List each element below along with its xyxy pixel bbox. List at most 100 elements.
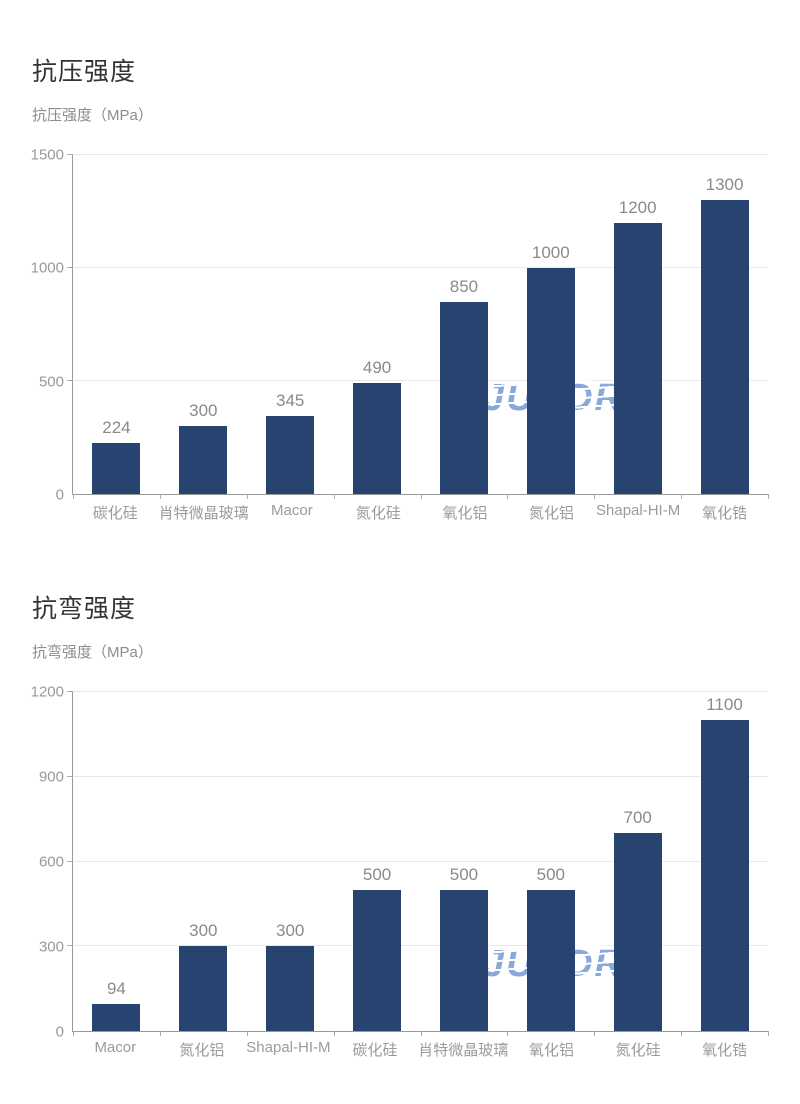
bar xyxy=(613,222,662,494)
x-tick-mark xyxy=(246,1031,248,1036)
chart-row: 050010001500JUNDRO2243003454908501000120… xyxy=(30,147,769,504)
bar-column: 345 xyxy=(247,155,334,494)
gridline xyxy=(73,380,768,381)
y-tick-label: 500 xyxy=(38,373,64,391)
gridline xyxy=(73,154,768,155)
bar-column: 850 xyxy=(421,155,508,494)
y-tick-label: 1500 xyxy=(30,146,64,164)
bar xyxy=(526,268,575,494)
bar-value-label: 1300 xyxy=(705,175,744,195)
bar-value-label: 224 xyxy=(102,418,131,438)
x-labels-spacer xyxy=(32,1039,72,1060)
bar-value-label: 850 xyxy=(449,276,479,296)
bars-layer: 224 300 345 490 850 1000 1200 1300 xyxy=(73,155,768,494)
gridline xyxy=(73,267,768,268)
x-labels-track: 碳化硅 肖特微晶玻璃 Macor 氮化硅 氧化铝 氮化铝 Shapal-HI-M 氧化锆 xyxy=(72,502,768,523)
x-category-label: Shapal-HI-M xyxy=(246,1039,331,1056)
x-category-label: 肖特微晶玻璃 xyxy=(158,505,249,522)
chart-subtitle: 抗压强度（MPa） xyxy=(32,107,153,124)
x-tick-mark xyxy=(507,1031,509,1036)
bar-column: 1000 xyxy=(507,155,594,494)
bar xyxy=(353,889,402,1031)
x-axis-labels: Macor 氮化铝 Shapal-HI-M 碳化硅 肖特微晶玻璃 氧化铝 氮化硅 氧化锆 xyxy=(32,1039,768,1060)
x-tick-mark xyxy=(420,494,422,499)
bar xyxy=(179,946,228,1031)
y-tick-mark xyxy=(67,267,73,268)
bar-value-label: 500 xyxy=(362,864,392,884)
y-tick-mark xyxy=(67,775,73,777)
x-tick-mark xyxy=(73,1031,74,1036)
y-tick-mark xyxy=(67,380,73,381)
bar xyxy=(179,426,228,494)
x-category-label: 氮化铝 xyxy=(529,505,575,522)
bar-column: 500 xyxy=(507,692,594,1031)
gridline xyxy=(73,860,768,862)
chart-row: 03006009001200JUNDRO94300300500500500700… xyxy=(31,684,769,1041)
x-tick-mark xyxy=(594,494,596,499)
x-category-label: Macor xyxy=(271,502,313,519)
gridline xyxy=(73,775,768,777)
gridline xyxy=(73,691,768,692)
bar-column: 1200 xyxy=(594,155,681,494)
x-category-label: 氧化锆 xyxy=(702,1042,748,1059)
page: 抗压强度 抗压强度（MPa） 050010001500JUNDRO2243003… xyxy=(30,0,769,1060)
bar-value-label: 345 xyxy=(276,391,305,411)
x-tick-mark xyxy=(681,494,683,499)
x-category-label: Shapal-HI-M xyxy=(596,502,681,519)
bar-column: 300 xyxy=(160,692,247,1031)
bar-value-label: 1000 xyxy=(531,243,570,262)
y-tick-label: 600 xyxy=(38,853,64,871)
y-tick-mark xyxy=(67,860,73,862)
x-category-label: 氧化铝 xyxy=(442,505,488,522)
bar xyxy=(613,833,662,1031)
y-tick-mark xyxy=(67,945,73,947)
bar xyxy=(353,383,402,494)
bar xyxy=(266,416,315,494)
x-tick-mark xyxy=(159,1031,161,1036)
bar-column: 94 xyxy=(73,692,160,1031)
page-title: 抗压强度 xyxy=(32,58,137,86)
bar xyxy=(439,889,488,1031)
page-title: 抗弯强度 xyxy=(32,595,137,623)
x-category-label: 碳化硅 xyxy=(92,505,138,522)
y-tick-label: 900 xyxy=(38,768,64,786)
y-tick-label: 0 xyxy=(55,486,64,504)
bar-value-label: 500 xyxy=(449,864,479,884)
bar-value-label: 300 xyxy=(189,401,218,421)
x-category-label: 碳化硅 xyxy=(352,1042,398,1059)
y-tick-label: 1000 xyxy=(30,259,64,277)
bar xyxy=(700,720,749,1031)
x-tick-mark xyxy=(159,494,161,499)
x-tick-mark xyxy=(768,1031,769,1036)
x-tick-mark xyxy=(420,1031,422,1036)
gridline xyxy=(73,945,768,947)
bar xyxy=(439,301,488,494)
bar-column: 500 xyxy=(334,692,421,1031)
bar-value-label: 1100 xyxy=(706,695,743,715)
bar xyxy=(526,889,575,1031)
y-tick-mark xyxy=(67,691,73,692)
compressive-strength-section: 抗压强度 抗压强度（MPa） 050010001500JUNDRO2243003… xyxy=(30,0,769,523)
x-category-label: 肖特微晶玻璃 xyxy=(418,1042,509,1059)
y-tick-label: 0 xyxy=(55,1023,64,1041)
bar-value-label: 490 xyxy=(362,358,392,378)
x-tick-mark xyxy=(507,494,509,499)
y-tick-mark xyxy=(67,154,73,155)
flexural-strength-chart: 03006009001200JUNDRO94300300500500500700… xyxy=(31,684,769,1060)
x-category-label: 氮化硅 xyxy=(355,505,401,522)
bar xyxy=(92,443,141,494)
bar-column: 490 xyxy=(334,155,421,494)
compressive-strength-chart: 050010001500JUNDRO2243003454908501000120… xyxy=(30,147,769,523)
plot-area: JUNDRO943003005005005007001100 xyxy=(67,691,769,1036)
bar-column: 500 xyxy=(421,692,508,1031)
plot-area: JUNDRO224300345490850100012001300 xyxy=(67,154,769,499)
x-category-label: 氧化锆 xyxy=(702,505,748,522)
x-category-label: 氧化铝 xyxy=(529,1042,575,1059)
flexural-strength-section: 抗弯强度 抗弯强度（MPa） 03006009001200JUNDRO94300… xyxy=(31,523,769,1060)
x-tick-mark xyxy=(768,494,769,499)
bar xyxy=(92,1004,141,1031)
chart-subtitle: 抗弯强度（MPa） xyxy=(32,644,153,661)
y-tick-label: 1200 xyxy=(30,683,64,701)
x-category-label: 氮化铝 xyxy=(179,1042,225,1059)
bar-value-label: 94 xyxy=(106,979,126,999)
